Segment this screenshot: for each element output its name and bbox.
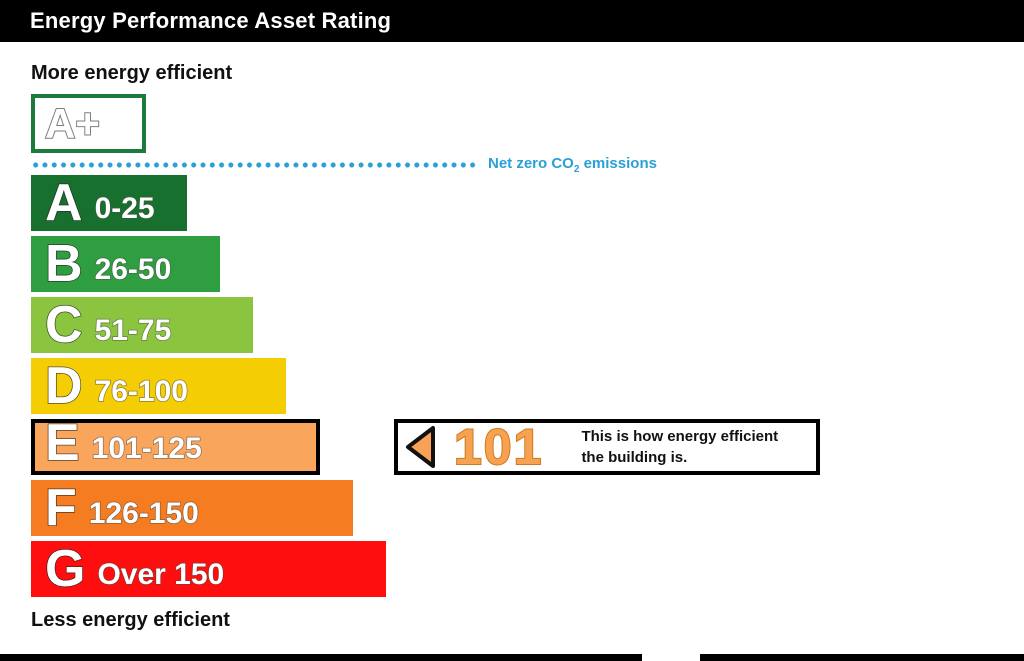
band-row-e: E 101-125 [31, 414, 320, 475]
net-zero-subscript: 2 [573, 164, 580, 175]
band-row-d: D 76-100 [31, 358, 286, 414]
net-zero-prefix: Net zero CO [488, 155, 574, 172]
left-arrow-icon [406, 426, 435, 468]
footer-bar-right [700, 654, 1024, 661]
rating-band-stack: A 0-25 B 26-50 C 51-75 D 76-100 E 101-12… [31, 175, 386, 597]
band-row-a: A 0-25 [31, 175, 187, 231]
more-efficient-label: More energy efficient [31, 62, 233, 84]
band-letter: C [44, 296, 83, 355]
band-row-c: C 51-75 [31, 297, 253, 353]
band-row-b: B 26-50 [31, 236, 220, 292]
title-bar: Energy Performance Asset Rating [0, 0, 1024, 42]
band-range: 26-50 [94, 253, 172, 286]
band-range: 51-75 [94, 314, 172, 347]
net-zero-dotted-line [31, 162, 479, 168]
band-letter: G [44, 540, 86, 599]
page-title: Energy Performance Asset Rating [30, 8, 392, 33]
band-letter: B [44, 235, 83, 294]
current-rating-indicator: 101 This is how energy efficient the bui… [394, 419, 820, 475]
band-letter: A [44, 174, 83, 233]
band-range: 126-150 [88, 497, 200, 530]
band-row-f: F 126-150 [31, 480, 353, 536]
net-zero-row: Net zero CO2 emissions [31, 155, 731, 175]
band-letter: E [44, 414, 80, 473]
band-range: 101-125 [91, 432, 203, 465]
less-efficient-label: Less energy efficient [31, 609, 230, 631]
band-a-plus-label: A+ [44, 99, 101, 147]
band-letter: F [44, 479, 77, 538]
current-rating-value: 101 [453, 419, 544, 475]
band-range: 76-100 [94, 375, 189, 408]
band-range: Over 150 [97, 558, 225, 591]
band-a-plus: A+ [31, 94, 146, 153]
band-row-g: G Over 150 [31, 541, 386, 597]
net-zero-suffix: emissions [579, 155, 657, 172]
band-range: 0-25 [94, 192, 156, 225]
net-zero-label: Net zero CO2 emissions [488, 155, 657, 175]
current-rating-description: This is how energy efficient the buildin… [581, 428, 779, 466]
footer-bar-left [0, 654, 642, 661]
band-letter: D [44, 357, 83, 416]
